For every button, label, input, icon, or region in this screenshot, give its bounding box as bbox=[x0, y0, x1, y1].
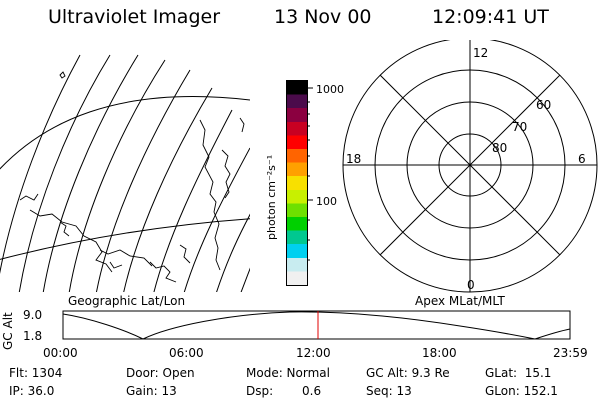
colorbar-unit-label: photon cm⁻²s⁻¹ bbox=[265, 154, 278, 240]
gc-altitude: GC Alt: 9.3 Re bbox=[366, 366, 450, 380]
ip-value: IP: 36.0 bbox=[9, 384, 55, 398]
coastline bbox=[29, 209, 113, 273]
meridian-line bbox=[123, 87, 213, 292]
meridian-line bbox=[42, 54, 139, 292]
door-status: Door: Open bbox=[126, 366, 195, 380]
altitude-tick-high: 9.0 bbox=[23, 308, 43, 322]
altitude-curve bbox=[62, 311, 571, 340]
meridian-line bbox=[216, 213, 250, 292]
gain-value: Gain: 13 bbox=[126, 384, 177, 398]
meridian-line bbox=[153, 109, 233, 292]
geographic-latitude: GLat: 15.1 bbox=[485, 366, 552, 380]
coastline bbox=[221, 149, 231, 199]
coastline bbox=[59, 71, 66, 79]
colorbar-tick-100: 100 bbox=[316, 195, 337, 208]
coastline bbox=[19, 193, 39, 201]
polar-plot: 12 18 6 0 60 70 80 bbox=[342, 40, 598, 293]
dsp-value: 0.6 bbox=[302, 384, 322, 398]
polar-panel-label: Apex MLat/MLT bbox=[415, 294, 505, 308]
altitude-plot bbox=[62, 310, 571, 340]
time-tick-0600: 06:00 bbox=[169, 346, 204, 360]
coastline bbox=[109, 261, 123, 269]
coastline bbox=[199, 119, 221, 271]
coastline bbox=[59, 221, 70, 237]
dsp-label: Dsp: bbox=[246, 384, 274, 398]
meridian-line bbox=[96, 69, 191, 292]
lat-label-70: 70 bbox=[512, 120, 527, 134]
time-tick-0000: 00:00 bbox=[43, 346, 78, 360]
coastline bbox=[149, 261, 177, 283]
meridian-line bbox=[68, 59, 166, 292]
altitude-axis-label: GC Alt bbox=[1, 312, 15, 350]
coastline bbox=[239, 117, 245, 133]
instrument-title: Ultraviolet Imager bbox=[48, 6, 221, 28]
coastline bbox=[99, 249, 153, 267]
time-label: 12:09:41 UT bbox=[432, 6, 549, 28]
time-tick-2359: 23:59 bbox=[553, 346, 588, 360]
mode-status: Mode: Normal bbox=[246, 366, 330, 380]
mlt-label-bottom: 0 bbox=[467, 278, 475, 292]
parallel-line bbox=[0, 96, 250, 170]
meridian-line bbox=[18, 54, 111, 292]
mlt-label-right: 6 bbox=[578, 152, 586, 166]
meridian-line bbox=[0, 54, 81, 275]
map-panel-label: Geographic Lat/Lon bbox=[68, 294, 186, 308]
time-tick-1800: 18:00 bbox=[422, 346, 457, 360]
flight-number: Flt: 1304 bbox=[9, 366, 63, 380]
lat-label-80: 80 bbox=[492, 141, 507, 155]
color-scale-bar bbox=[286, 80, 308, 286]
sequence-number: Seq: 13 bbox=[366, 384, 412, 398]
altitude-tick-low: 1.8 bbox=[23, 329, 43, 343]
mlt-label-top: 12 bbox=[473, 46, 488, 60]
date-label: 13 Nov 00 bbox=[274, 6, 372, 28]
colorbar-tick-1000: 1000 bbox=[316, 83, 344, 96]
mlt-diagonal bbox=[379, 74, 561, 256]
geographic-longitude: GLon: 152.1 bbox=[485, 384, 558, 398]
lat-label-60: 60 bbox=[536, 98, 551, 112]
parallel-line bbox=[0, 218, 250, 260]
coastline bbox=[179, 244, 191, 264]
geographic-map bbox=[0, 54, 250, 292]
meridian-line bbox=[240, 267, 250, 292]
colorbar-ticks bbox=[307, 87, 313, 261]
meridian-line bbox=[183, 147, 250, 292]
time-tick-1200: 12:00 bbox=[296, 346, 331, 360]
mlt-label-left: 18 bbox=[346, 152, 361, 166]
